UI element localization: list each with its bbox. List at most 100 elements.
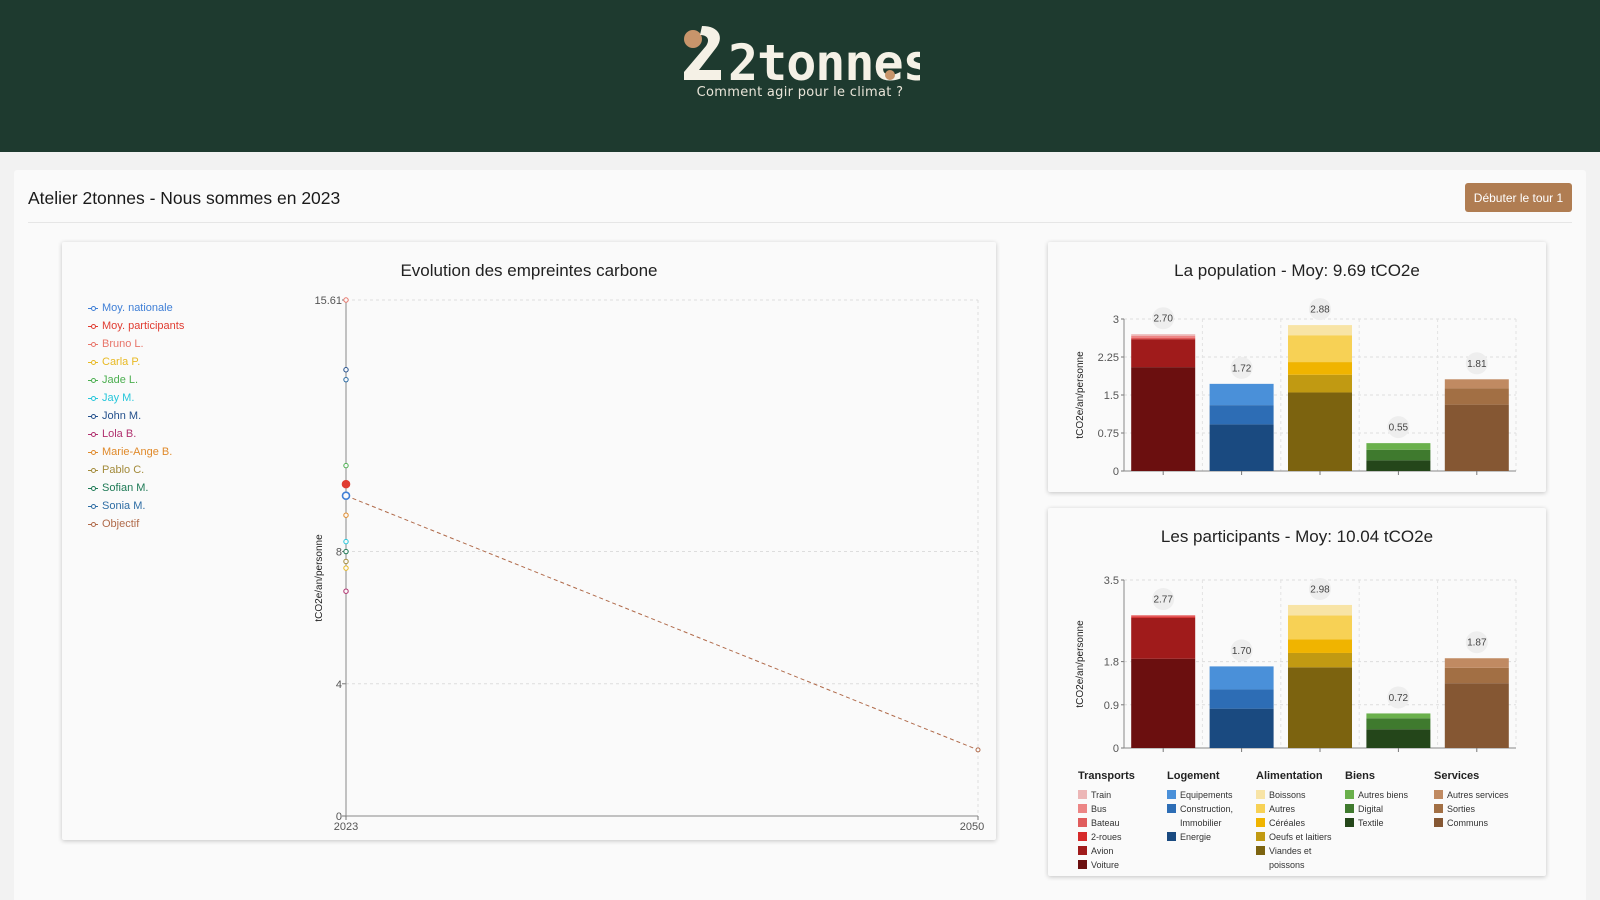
legend-item[interactable]: John M. xyxy=(88,407,184,425)
legend-group-title: Services xyxy=(1434,770,1480,782)
value-badge xyxy=(1387,686,1410,709)
bar-segment xyxy=(1288,392,1352,471)
legend-item[interactable]: Autres biens xyxy=(1345,788,1434,802)
legend-label: Autres xyxy=(1269,804,1296,814)
legend-swatch-icon xyxy=(1345,804,1354,813)
legend-item[interactable]: Céréales xyxy=(1256,816,1345,830)
legend-label: John M. xyxy=(102,410,142,422)
bar-segment xyxy=(1366,443,1431,450)
data-point xyxy=(343,297,349,303)
legend-item[interactable]: Avion xyxy=(1078,844,1167,858)
legend-label: Sofian M. xyxy=(102,482,149,494)
legend-item[interactable]: Bruno L. xyxy=(88,335,184,353)
legend-item[interactable]: Bateau xyxy=(1078,816,1167,830)
legend-item[interactable]: Moy. participants xyxy=(88,317,184,335)
bar-segment xyxy=(1288,325,1352,336)
bar-segment xyxy=(1209,405,1274,425)
legend-item[interactable]: Moy. nationale xyxy=(88,299,184,317)
legend-item[interactable]: Autres xyxy=(1256,802,1345,816)
bar-value-label: 1.72 xyxy=(1232,363,1252,374)
chart-title: La population - Moy: 9.69 tCO2e xyxy=(1174,261,1420,280)
legend-label: Sorties xyxy=(1447,804,1476,814)
bar-segment xyxy=(1209,666,1274,690)
y-axis-label: tCO2e/an/personne xyxy=(1075,620,1086,708)
legend-item[interactable]: Jade L. xyxy=(88,371,184,389)
data-point xyxy=(343,538,349,545)
legend-item[interactable]: Sofian M. xyxy=(88,479,184,497)
legend-group-title: Biens xyxy=(1345,770,1375,782)
legend-item[interactable]: 2-roues xyxy=(1078,830,1167,844)
y-tick-label: 0.75 xyxy=(1098,428,1119,440)
bar-segment xyxy=(1288,374,1352,393)
value-badge xyxy=(1152,307,1175,330)
legend-label: Train xyxy=(1091,790,1112,800)
legend-item[interactable]: Viandes et poissons xyxy=(1256,844,1345,872)
legend-label: Equipements xyxy=(1180,790,1233,800)
y-tick-label: 3 xyxy=(1113,314,1119,326)
legend-label: Bruno L. xyxy=(102,338,144,350)
y-axis-label: tCO2e/an/personne xyxy=(314,534,325,622)
bar-value-label: 1.70 xyxy=(1232,646,1252,657)
y-tick-label: 0 xyxy=(1113,466,1119,478)
legend-item[interactable]: Boissons xyxy=(1256,788,1345,802)
legend-marker-icon xyxy=(88,411,98,421)
bar-segment xyxy=(1288,652,1352,668)
legend-label: Sonia M. xyxy=(102,500,146,512)
bar-segment xyxy=(1209,708,1274,748)
logo[interactable]: 2tonnes Comment agir pour le climat ? xyxy=(0,20,1600,100)
bar-value-label: 2.70 xyxy=(1153,314,1173,325)
legend-item[interactable]: Train xyxy=(1078,788,1167,802)
legend-item[interactable]: Energie xyxy=(1167,830,1256,844)
legend-item[interactable]: Construction, Immobilier xyxy=(1167,802,1256,830)
legend-item[interactable]: Autres services xyxy=(1434,788,1523,802)
bar-segment xyxy=(1288,604,1352,616)
y-tick-label: 3.5 xyxy=(1104,575,1119,587)
start-round-button[interactable]: Débuter le tour 1 xyxy=(1465,183,1572,212)
legend-label: Bus xyxy=(1091,804,1107,814)
y-tick-label: 8 xyxy=(336,547,342,559)
legend-item[interactable]: Sorties xyxy=(1434,802,1523,816)
legend-label: Communs xyxy=(1447,818,1489,828)
legend-marker-icon xyxy=(88,501,98,511)
legend-item[interactable]: Oeufs et laitiers xyxy=(1256,830,1345,844)
bar-segment xyxy=(1131,367,1196,471)
data-point xyxy=(343,548,349,555)
evolution-legend: Moy. nationale Moy. participants Bruno L. C… xyxy=(88,299,184,533)
legend-item[interactable]: Communs xyxy=(1434,816,1523,830)
legend-swatch-icon xyxy=(1256,804,1265,813)
legend-marker-icon xyxy=(88,519,98,529)
legend-item[interactable]: Jay M. xyxy=(88,389,184,407)
legend-group: Alimentation Boissons Autres Céréales Oeufs … xyxy=(1256,770,1345,872)
legend-item[interactable]: Bus xyxy=(1078,802,1167,816)
value-badge xyxy=(1230,356,1253,379)
bar-value-label: 1.87 xyxy=(1467,638,1487,649)
legend-item[interactable]: Pablo C. xyxy=(88,461,184,479)
legend-marker-icon xyxy=(88,303,98,313)
legend-label: Céréales xyxy=(1269,818,1306,828)
legend-item[interactable]: Lola B. xyxy=(88,425,184,443)
legend-item[interactable]: Textile xyxy=(1345,816,1434,830)
bar-segment xyxy=(1288,639,1352,653)
legend-item[interactable]: Carla P. xyxy=(88,353,184,371)
legend-swatch-icon xyxy=(1078,860,1087,869)
bar-segment xyxy=(1366,460,1431,471)
legend-label: Digital xyxy=(1358,804,1384,814)
legend-label: Moy. nationale xyxy=(102,302,173,314)
legend-label: Avion xyxy=(1091,846,1114,856)
legend-item[interactable]: Voiture xyxy=(1078,858,1167,872)
legend-item[interactable]: Digital xyxy=(1345,802,1434,816)
legend-label: Construction, Immobilier xyxy=(1180,804,1234,828)
legend-item[interactable]: Sonia M. xyxy=(88,497,184,515)
legend-group-title: Transports xyxy=(1078,770,1135,782)
legend-item[interactable]: Equipements xyxy=(1167,788,1256,802)
legend-marker-icon xyxy=(88,375,98,385)
legend-group-title: Alimentation xyxy=(1256,770,1323,782)
legend-item[interactable]: Marie-Ange B. xyxy=(88,443,184,461)
objective-point xyxy=(975,747,981,753)
data-point xyxy=(343,588,349,594)
bar-segment xyxy=(1131,335,1196,339)
bar-segment xyxy=(1288,335,1352,363)
legend-label: Lola B. xyxy=(102,428,137,440)
x-tick-label: 2023 xyxy=(334,821,358,833)
legend-item[interactable]: Objectif xyxy=(88,515,184,533)
